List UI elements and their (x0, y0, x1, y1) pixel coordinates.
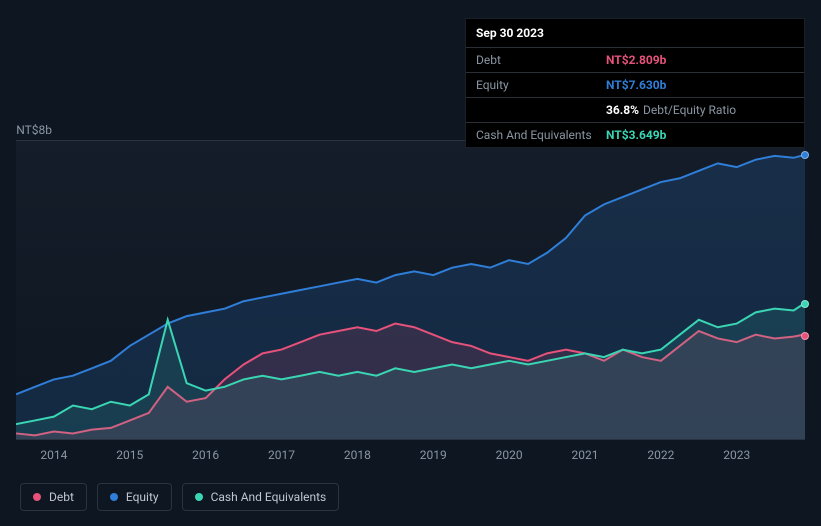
tooltip-label (476, 103, 606, 117)
x-tick-2016: 2016 (192, 448, 219, 462)
legend-item-debt[interactable]: Debt (20, 483, 87, 511)
x-tick-2018: 2018 (344, 448, 371, 462)
tooltip-row: 36.8%Debt/Equity Ratio (466, 98, 804, 123)
tooltip-label: Equity (476, 78, 606, 92)
chart-plot-area[interactable] (16, 140, 805, 440)
legend-dot-icon (110, 493, 118, 501)
legend-label: Debt (49, 490, 74, 504)
x-tick-2022: 2022 (647, 448, 674, 462)
y-axis-label-top: NT$8b (16, 123, 52, 137)
tooltip-row: DebtNT$2.809b (466, 48, 804, 73)
legend-label: Cash And Equivalents (211, 490, 327, 504)
tooltip-value: 36.8%Debt/Equity Ratio (606, 103, 736, 117)
x-tick-2014: 2014 (40, 448, 67, 462)
tooltip-row: EquityNT$7.630b (466, 73, 804, 98)
series-end-dot-cash-and-equivalents (801, 300, 809, 308)
tooltip-date: Sep 30 2023 (466, 19, 804, 48)
legend-dot-icon (195, 493, 203, 501)
tooltip-value: NT$2.809b (606, 53, 666, 67)
x-tick-2017: 2017 (268, 448, 295, 462)
x-axis: 2014 2015 2016 2017 2018 2019 2020 2021 2022 2023 (16, 448, 805, 468)
tooltip-value: NT$7.630b (606, 78, 666, 92)
legend-label: Equity (126, 490, 159, 504)
x-tick-2019: 2019 (420, 448, 447, 462)
legend-item-equity[interactable]: Equity (97, 483, 172, 511)
tooltip-label: Debt (476, 53, 606, 67)
x-tick-2015: 2015 (116, 448, 143, 462)
series-end-dot-equity (801, 151, 809, 159)
tooltip-value-suffix: Debt/Equity Ratio (643, 103, 736, 117)
series-end-dot-debt (801, 332, 809, 340)
chart-svg (16, 141, 805, 439)
tooltip-row: Cash And EquivalentsNT$3.649b (466, 123, 804, 147)
x-tick-2021: 2021 (571, 448, 598, 462)
legend-item-cash-and-equivalents[interactable]: Cash And Equivalents (182, 483, 340, 511)
x-tick-2020: 2020 (496, 448, 523, 462)
legend: Debt Equity Cash And Equivalents (20, 483, 339, 511)
tooltip: Sep 30 2023 DebtNT$2.809bEquityNT$7.630b… (465, 18, 805, 148)
tooltip-label: Cash And Equivalents (476, 128, 606, 142)
x-tick-2023: 2023 (723, 448, 750, 462)
legend-dot-icon (33, 493, 41, 501)
tooltip-value: NT$3.649b (606, 128, 666, 142)
